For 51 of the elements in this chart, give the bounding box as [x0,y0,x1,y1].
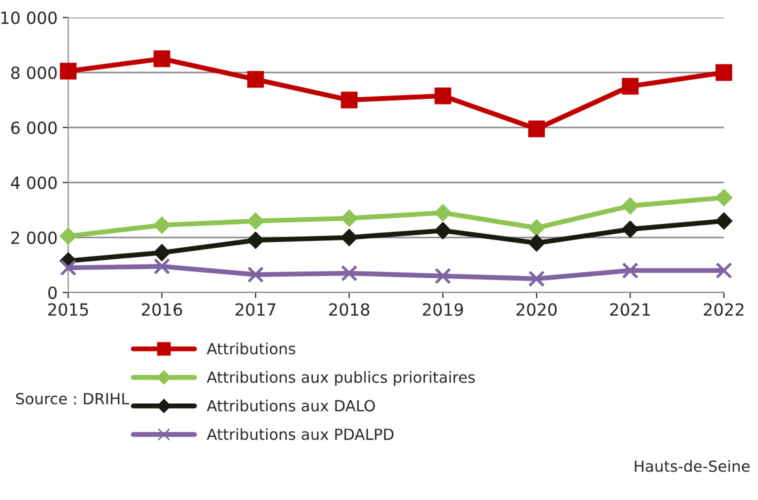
point [60,62,77,80]
point [60,259,77,276]
x-tick-label: 2018 [329,303,370,316]
x-tick-label: 2017 [236,303,276,316]
point [622,197,639,214]
point [60,228,77,245]
point [247,212,264,230]
point [154,258,170,275]
x-tick-label: 2019 [422,303,463,316]
point [340,210,358,227]
point [153,216,170,234]
point [622,220,639,238]
point [340,264,358,282]
point [153,244,170,262]
legend-label: Attributions aux PDALPD [206,428,394,440]
y-tick-label: 10 000 [1,11,57,24]
point [622,262,639,279]
point [528,234,546,252]
point [528,270,545,288]
point [528,120,545,138]
y-tick-label: 2 000 [11,231,57,244]
point [716,64,732,81]
x-tick-label: 2021 [610,303,650,316]
point [247,232,264,249]
x-tick-label: 2020 [516,303,557,316]
point [434,222,452,240]
x-tick-label: 2015 [48,303,88,316]
point [715,212,732,230]
point [434,268,452,284]
legend-label: Attributions [206,342,296,354]
point [622,78,639,95]
point [716,262,732,279]
text: Hauts-de-Seine [634,460,750,472]
point [247,266,264,283]
legend-label: Attributions aux publics prioritaires [206,371,475,386]
y-tick-label: 4 000 [10,176,57,190]
point [154,50,170,68]
point [528,219,546,236]
x-tick-label: 2016 [142,303,182,316]
y-tick-label: 8 000 [11,66,57,80]
source-note: Source : DRIHL [16,392,130,404]
point [247,71,264,88]
legend-label: Attributions aux DALO [206,400,375,412]
point [715,189,732,206]
y-tick-label: 0 [48,286,57,300]
point [340,228,358,246]
y-tick-label: 6 000 [11,121,57,134]
point [340,92,358,108]
point [434,204,452,222]
point [434,88,452,104]
x-tick-label: 2022 [704,303,744,316]
